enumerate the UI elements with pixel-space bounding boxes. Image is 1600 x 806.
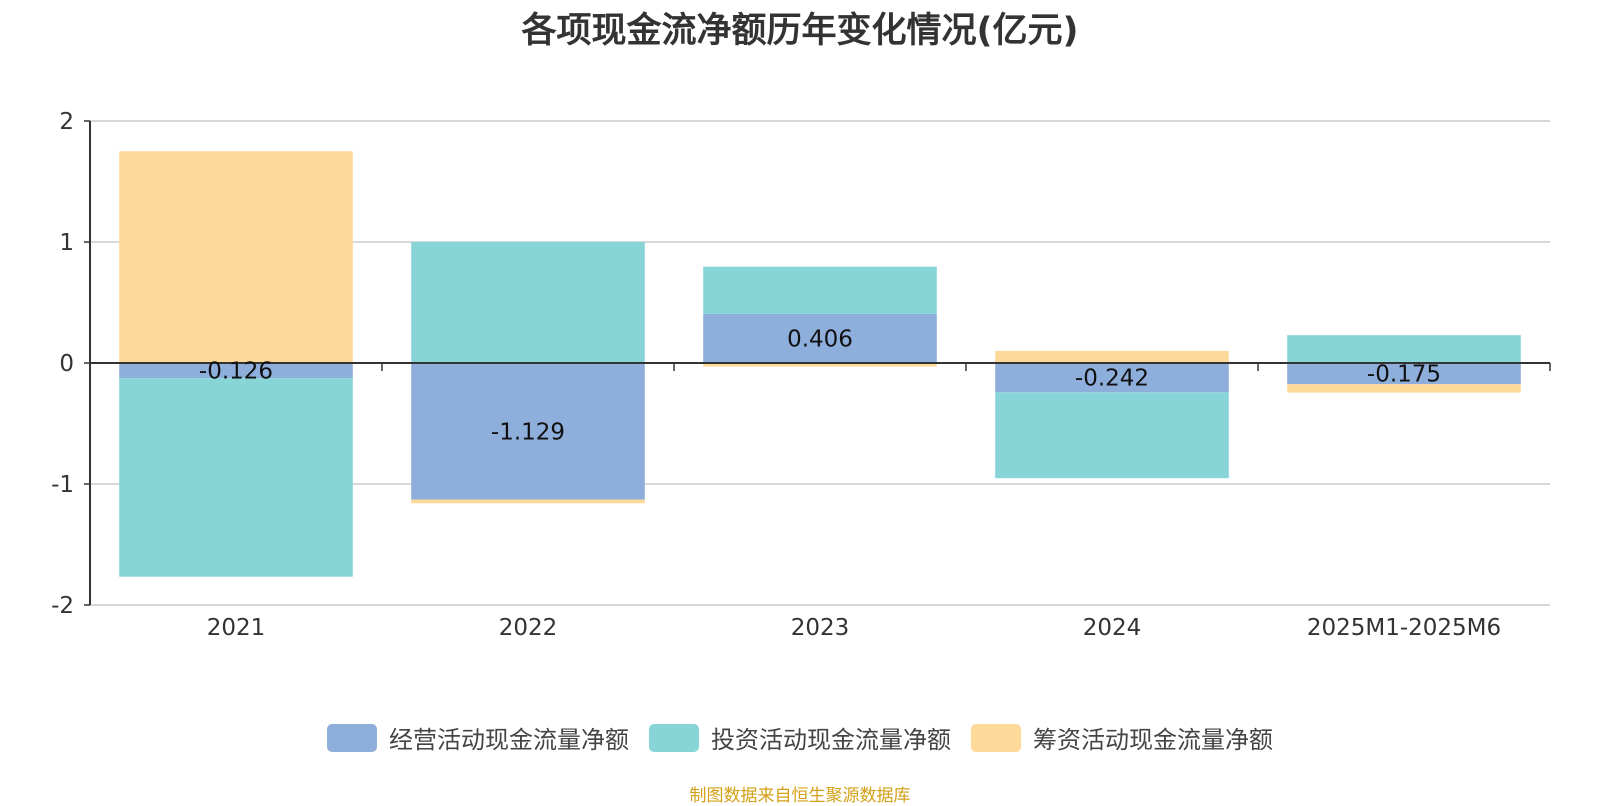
data-label-operating-3: -0.242 (1075, 366, 1149, 392)
x-tick-label-1: 2022 (499, 615, 558, 641)
data-label-operating-2: 0.406 (787, 326, 853, 352)
x-tick-label-2: 2023 (791, 615, 850, 641)
bar-investing-4 (1287, 335, 1521, 363)
chart-plot: 2 1 0 -1 -2 2021 2022 2023 2024 2025M1-2025M6 -0.… (51, 109, 1551, 641)
legend-label-financing: 筹资活动现金流量净额 (1033, 726, 1273, 754)
legend-item-investing[interactable]: 投资活动现金流量净额 (649, 720, 951, 755)
bar-financing-4 (1287, 384, 1521, 393)
legend-label-operating: 经营活动现金流量净额 (389, 726, 629, 754)
y-tick-label--2: -2 (51, 593, 74, 619)
bar-financing-2 (703, 363, 937, 367)
legend-swatch-investing (649, 723, 699, 752)
y-tick-label--1: -1 (51, 472, 74, 498)
axis-layer: 2 1 0 -1 -2 (51, 109, 1551, 619)
bar-investing-2 (703, 266, 937, 314)
label-layer: 2021 2022 2023 2024 2025M1-2025M6 -0.126 -1.12… (199, 326, 1501, 641)
data-label-operating-0: -0.126 (199, 359, 273, 385)
legend: 经营活动现金流量净额 投资活动现金流量净额 筹资活动现金流量净额 (0, 720, 1600, 755)
bar-financing-0 (119, 151, 353, 363)
legend-item-financing[interactable]: 筹资活动现金流量净额 (971, 720, 1273, 755)
legend-label-investing: 投资活动现金流量净额 (711, 726, 951, 754)
legend-swatch-operating (327, 723, 377, 752)
legend-item-operating[interactable]: 经营活动现金流量净额 (327, 720, 629, 755)
data-label-operating-4: -0.175 (1367, 362, 1441, 388)
x-tick-label-3: 2024 (1083, 615, 1142, 641)
chart-title: 各项现金流净额历年变化情况(亿元) (521, 11, 1079, 51)
source-note: 制图数据来自恒生聚源数据库 (689, 786, 911, 806)
y-tick-label-2: 2 (59, 109, 74, 135)
bar-investing-3 (995, 392, 1229, 479)
bar-financing-1 (411, 499, 645, 504)
y-tick-label-0: 0 (59, 351, 74, 377)
data-label-operating-1: -1.129 (491, 419, 565, 445)
x-tick-label-0: 2021 (207, 615, 266, 641)
bar-operating-3 (995, 363, 1229, 393)
bar-financing-3 (995, 350, 1229, 363)
bar-operating-1 (411, 363, 645, 500)
y-tick-label-1: 1 (59, 230, 74, 256)
x-tick-label-4: 2025M1-2025M6 (1307, 615, 1501, 641)
bar-investing-0 (119, 378, 353, 577)
bar-investing-1 (411, 242, 645, 363)
bar-operating-4 (1287, 363, 1521, 385)
bar-layer (119, 151, 1521, 577)
bar-operating-2 (703, 313, 937, 363)
bar-operating-0 (119, 363, 353, 379)
legend-swatch-financing (971, 723, 1021, 752)
